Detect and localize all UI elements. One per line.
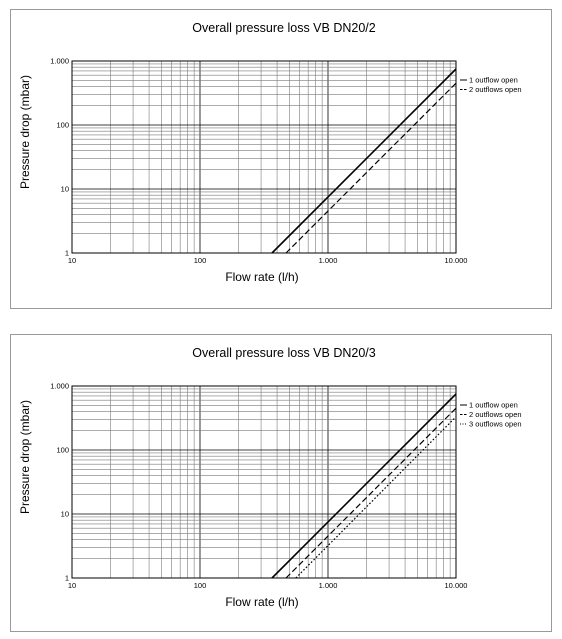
grid xyxy=(71,61,456,254)
series-lines xyxy=(271,68,457,254)
pressure-loss-chart-dn20-2: Overall pressure loss VB DN20/2 Pressure… xyxy=(18,21,522,284)
chart-title: Overall pressure loss VB DN20/3 xyxy=(192,346,375,360)
legend-label: 1 outflow open xyxy=(469,401,518,410)
y-axis-label: Pressure drop (mbar) xyxy=(18,400,32,514)
legend-label: 2 outflows open xyxy=(469,85,522,94)
x-tick-label: 10.000 xyxy=(445,256,468,265)
x-axis-label: Flow rate (l/h) xyxy=(225,270,298,284)
y-tick-label: 100 xyxy=(56,121,69,130)
y-tick-label: 10 xyxy=(61,510,69,519)
plot-frame xyxy=(71,385,457,579)
x-tick-label: 1.000 xyxy=(319,256,338,265)
series-line xyxy=(285,82,457,254)
x-tick-labels: 10 100 1.000 10.000 xyxy=(68,256,468,265)
x-tick-label: 10 xyxy=(68,256,76,265)
series-line xyxy=(295,416,457,579)
y-tick-label: 100 xyxy=(56,446,69,455)
x-tick-labels: 10 100 1.000 10.000 xyxy=(68,581,468,590)
y-tick-label: 1.000 xyxy=(50,57,69,66)
series-lines xyxy=(271,393,457,579)
chart-panel-dn20-3: Overall pressure loss VB DN20/3 Pressure… xyxy=(10,334,552,632)
chart-title: Overall pressure loss VB DN20/2 xyxy=(192,21,375,35)
y-tick-label: 1.000 xyxy=(50,382,69,391)
y-tick-label: 1 xyxy=(65,249,69,258)
y-tick-labels: 1 10 100 1.000 xyxy=(50,382,69,583)
y-tick-label: 10 xyxy=(61,185,69,194)
grid xyxy=(71,386,456,579)
series-line xyxy=(271,68,457,254)
plot-frame xyxy=(71,60,457,254)
x-axis-label: Flow rate (l/h) xyxy=(225,595,298,609)
x-tick-label: 10.000 xyxy=(445,581,468,590)
y-tick-label: 1 xyxy=(65,574,69,583)
series-line xyxy=(271,393,457,579)
x-tick-label: 10 xyxy=(68,581,76,590)
x-tick-label: 100 xyxy=(194,256,207,265)
x-tick-label: 100 xyxy=(194,581,207,590)
legend-label: 3 outflows open xyxy=(469,420,522,429)
chart-panel-dn20-2: Overall pressure loss VB DN20/2 Pressure… xyxy=(10,9,552,309)
pressure-loss-chart-dn20-3: Overall pressure loss VB DN20/3 Pressure… xyxy=(18,346,522,609)
legend-label: 1 outflow open xyxy=(469,76,518,85)
y-axis-label: Pressure drop (mbar) xyxy=(18,75,32,189)
legend-label: 2 outflows open xyxy=(469,410,522,419)
series-line xyxy=(285,407,457,579)
x-tick-label: 1.000 xyxy=(319,581,338,590)
y-tick-labels: 1 10 100 1.000 xyxy=(50,57,69,258)
